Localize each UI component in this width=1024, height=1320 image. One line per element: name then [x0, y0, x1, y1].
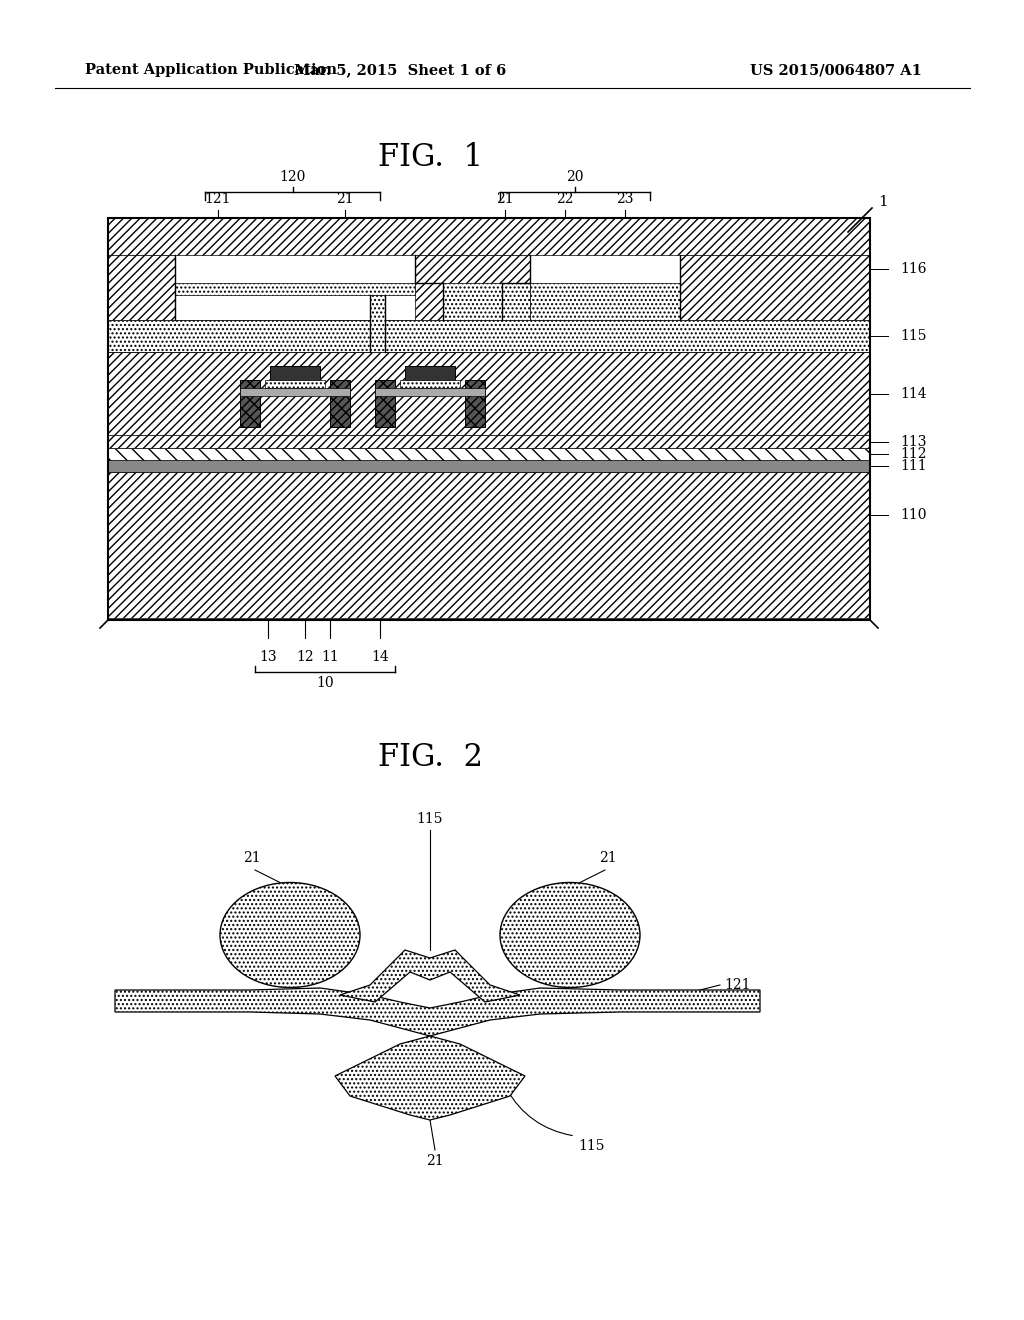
Text: 113: 113 [900, 434, 927, 449]
Text: Mar. 5, 2015  Sheet 1 of 6: Mar. 5, 2015 Sheet 1 of 6 [294, 63, 506, 77]
Bar [108, 255, 175, 319]
Text: FIG.  1: FIG. 1 [378, 143, 482, 173]
Polygon shape [406, 366, 455, 380]
Text: FIG.  2: FIG. 2 [378, 742, 482, 774]
Text: 23: 23 [616, 191, 634, 206]
Bar [680, 255, 870, 319]
Text: 120: 120 [280, 170, 306, 183]
Polygon shape [240, 388, 350, 396]
Bar [108, 352, 870, 436]
Bar [108, 473, 870, 618]
Ellipse shape [500, 883, 640, 987]
Text: 14: 14 [371, 649, 389, 664]
Bar [108, 447, 870, 459]
Text: 115: 115 [578, 1139, 604, 1152]
Text: 111: 111 [900, 459, 927, 473]
Polygon shape [265, 380, 325, 388]
Text: 21: 21 [426, 1154, 443, 1168]
Text: 115: 115 [417, 812, 443, 826]
Text: 21: 21 [599, 851, 616, 865]
Text: 1: 1 [878, 195, 888, 209]
Bar [370, 294, 385, 352]
Text: 121: 121 [724, 978, 751, 993]
Polygon shape [375, 388, 485, 396]
Bar [530, 282, 680, 319]
Text: 110: 110 [900, 508, 927, 521]
Text: 114: 114 [900, 387, 927, 400]
Text: 21: 21 [243, 851, 261, 865]
Text: US 2015/0064807 A1: US 2015/0064807 A1 [750, 63, 922, 77]
Text: 10: 10 [316, 676, 334, 690]
Text: 12: 12 [296, 649, 313, 664]
Bar [175, 282, 415, 294]
Text: Patent Application Publication: Patent Application Publication [85, 63, 337, 77]
Polygon shape [330, 380, 350, 426]
Text: 13: 13 [259, 649, 276, 664]
Polygon shape [340, 950, 520, 1002]
Bar [108, 319, 870, 352]
Bar [443, 282, 530, 319]
Polygon shape [240, 380, 260, 426]
Bar [415, 255, 530, 319]
Bar [108, 218, 870, 255]
Text: 21: 21 [497, 191, 514, 206]
Text: 112: 112 [900, 447, 927, 461]
Polygon shape [465, 380, 485, 426]
Polygon shape [400, 380, 460, 388]
Polygon shape [270, 366, 319, 380]
Polygon shape [115, 987, 760, 1036]
Polygon shape [335, 1036, 525, 1119]
Text: 115: 115 [900, 329, 927, 343]
Bar [108, 218, 870, 620]
Text: 121: 121 [205, 191, 231, 206]
Bar [108, 459, 870, 473]
Text: 21: 21 [336, 191, 354, 206]
Text: 11: 11 [322, 649, 339, 664]
Bar [108, 436, 870, 447]
Polygon shape [375, 380, 395, 426]
Text: 116: 116 [900, 261, 927, 276]
Text: 20: 20 [566, 170, 584, 183]
Text: 22: 22 [556, 191, 573, 206]
Ellipse shape [220, 883, 360, 987]
